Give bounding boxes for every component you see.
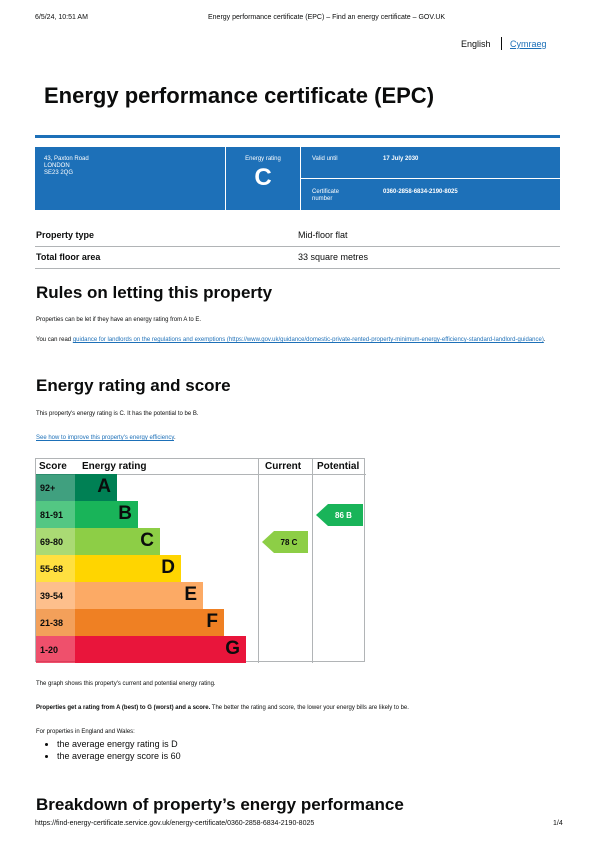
text: You can read [36,337,73,343]
address-line: LONDON [44,163,70,169]
header: Score [39,461,67,472]
valid-until: 17 July 2030 [383,156,419,162]
band-letter: B [118,503,132,524]
paragraph: See how to improve this property's energ… [36,435,176,441]
score-cell [36,609,75,636]
address: 43, Paxton Road LONDON SE23 2QG [44,156,89,177]
band: F [75,609,224,636]
bullet: the average energy rating is D [57,738,181,750]
score-cell [36,636,75,663]
property-value: 33 square metres [298,252,369,262]
band: D [75,555,181,582]
score: 1-20 [40,645,59,655]
property-row: Property type Mid-floor flat [35,225,560,247]
score-cell [36,528,75,555]
paragraph: Properties get a rating from A (best) to… [36,705,409,711]
potential-rating: 86 B [316,504,363,526]
band-letter: E [184,584,197,605]
band: A [75,474,117,501]
summary-box: 43, Paxton Road LONDON SE23 2QG Energy r… [35,147,560,210]
paragraph: Properties can be let if they have an en… [36,317,202,323]
text: The better the rating and score, the low… [210,705,409,711]
language-cymraeg[interactable]: Cymraeg [510,39,547,49]
bold-text: Properties get a rating from A (best) to… [36,705,211,711]
property-key: Total floor area [36,252,101,262]
paragraph: This property's energy rating is C. It h… [36,411,199,417]
certificate-number: 0360-2858-6834-2190-8025 [383,189,458,195]
band-letter: C [140,530,154,551]
heading: Rules on letting this property [36,283,273,302]
band-letter: G [225,638,240,659]
band-letter: A [97,476,111,497]
print-datetime: 6/5/24, 10:51 AM [35,14,88,21]
divider [300,147,301,210]
header: Energy rating [82,461,147,472]
divider [258,459,259,663]
paragraph: You can read guidance for landlords on t… [36,336,546,344]
divider [301,178,560,179]
score: 55-68 [40,564,64,574]
score-cell [36,555,75,582]
score-cell [36,582,75,609]
header: Potential [317,461,360,472]
print-url: https://find-energy-certificate.service.… [35,820,315,827]
rule [35,135,560,138]
divider [501,37,502,50]
property-key: Property type [36,230,95,240]
score: 39-54 [40,591,64,601]
text: . [174,435,176,441]
paragraph: The graph shows this property's current … [36,681,216,687]
certificate-label: Certificate number [312,189,340,202]
address-line: 43, Paxton Road [44,156,89,162]
header: Current [265,461,302,472]
band-letter: D [161,557,175,578]
page-title: Energy performance certificate (EPC) [44,83,435,108]
band: E [75,582,203,609]
band: G [75,636,246,663]
band: C [75,528,160,555]
score: 69-80 [40,537,64,547]
link[interactable]: See how to improve this property's energ… [36,435,174,441]
divider [225,147,226,210]
rating-label: Energy rating [245,156,281,162]
heading: Breakdown of property’s energy performan… [36,795,404,814]
text: . [543,337,546,343]
score-cell [36,501,75,528]
current-rating: 78 C [262,531,308,553]
divider [312,459,313,663]
link[interactable]: guidance for landlords on the regulation… [72,337,544,343]
band: B [75,501,138,528]
address-line: SE23 2QG [44,170,74,176]
score: 81-91 [40,510,64,520]
divider [36,474,366,475]
score-cell [36,474,75,501]
score: 92+ [40,483,56,493]
rating: C [254,164,272,191]
property-row: Total floor area 33 square metres [35,247,560,269]
epc-chart: Score Energy rating Current Potential 78… [35,458,366,663]
band-letter: F [206,611,218,632]
bullet: the average energy score is 60 [57,750,181,762]
heading: Energy rating and score [36,376,231,395]
score: 21-38 [40,618,64,628]
page-number: 1/4 [553,820,563,827]
property-value: Mid-floor flat [298,230,348,240]
language-english[interactable]: English [461,39,491,49]
valid-label: Valid until [312,156,338,162]
bullet-list: the average energy rating is D the avera… [10,738,181,762]
print-title: Energy performance certificate (EPC) – F… [208,14,446,21]
paragraph: For properties in England and Wales: [36,729,135,735]
